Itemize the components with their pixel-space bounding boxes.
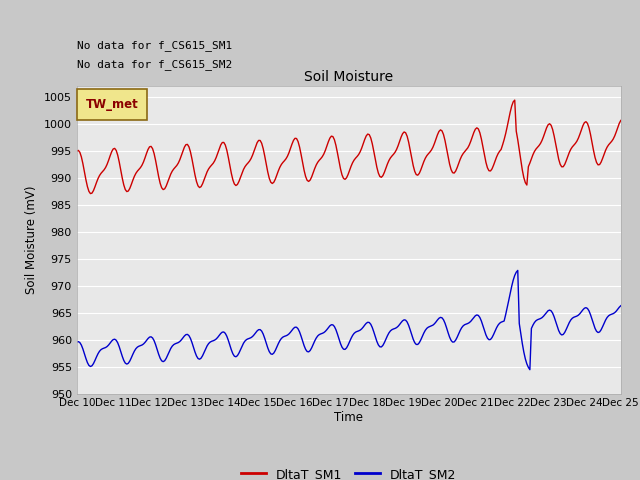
Text: No data for f_CS615_SM2: No data for f_CS615_SM2	[77, 59, 232, 70]
Y-axis label: Soil Moisture (mV): Soil Moisture (mV)	[26, 186, 38, 294]
Text: TW_met: TW_met	[86, 98, 138, 111]
Title: Soil Moisture: Soil Moisture	[304, 70, 394, 84]
Legend: DltaT_SM1, DltaT_SM2: DltaT_SM1, DltaT_SM2	[236, 463, 461, 480]
Text: No data for f_CS615_SM1: No data for f_CS615_SM1	[77, 40, 232, 51]
X-axis label: Time: Time	[334, 411, 364, 424]
